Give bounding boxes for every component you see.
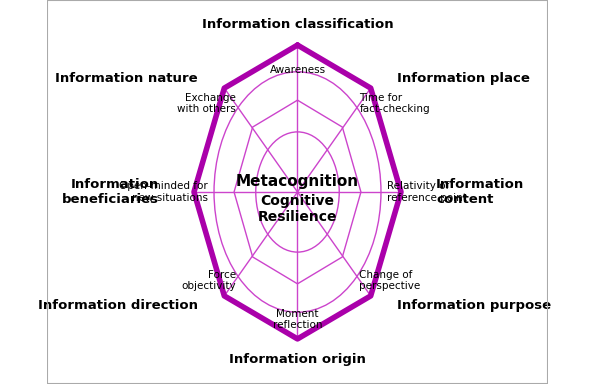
Text: Change of
perspective: Change of perspective [359, 270, 421, 291]
Text: Information nature: Information nature [55, 72, 198, 85]
Text: Metacognition: Metacognition [236, 174, 359, 189]
Text: Cognitive
Resilience: Cognitive Resilience [258, 194, 337, 224]
Text: Moment
reflection: Moment reflection [273, 309, 322, 330]
Text: Information classification: Information classification [202, 18, 393, 31]
Text: Information direction: Information direction [38, 299, 198, 312]
Text: Exchange
with others: Exchange with others [177, 93, 236, 114]
Text: Time for
fact-checking: Time for fact-checking [359, 93, 430, 114]
Text: Information
beneficiaries: Information beneficiaries [62, 178, 159, 206]
Text: Information place: Information place [397, 72, 530, 85]
Text: Information purpose: Information purpose [397, 299, 551, 312]
Text: Force
objectivity: Force objectivity [181, 270, 236, 291]
Text: Awareness: Awareness [270, 65, 325, 75]
Text: Open-minded for
new situations: Open-minded for new situations [119, 181, 208, 203]
Text: Relativity of
reference point: Relativity of reference point [387, 181, 467, 203]
Text: Information origin: Information origin [229, 353, 366, 366]
Text: Information
content: Information content [436, 178, 524, 206]
